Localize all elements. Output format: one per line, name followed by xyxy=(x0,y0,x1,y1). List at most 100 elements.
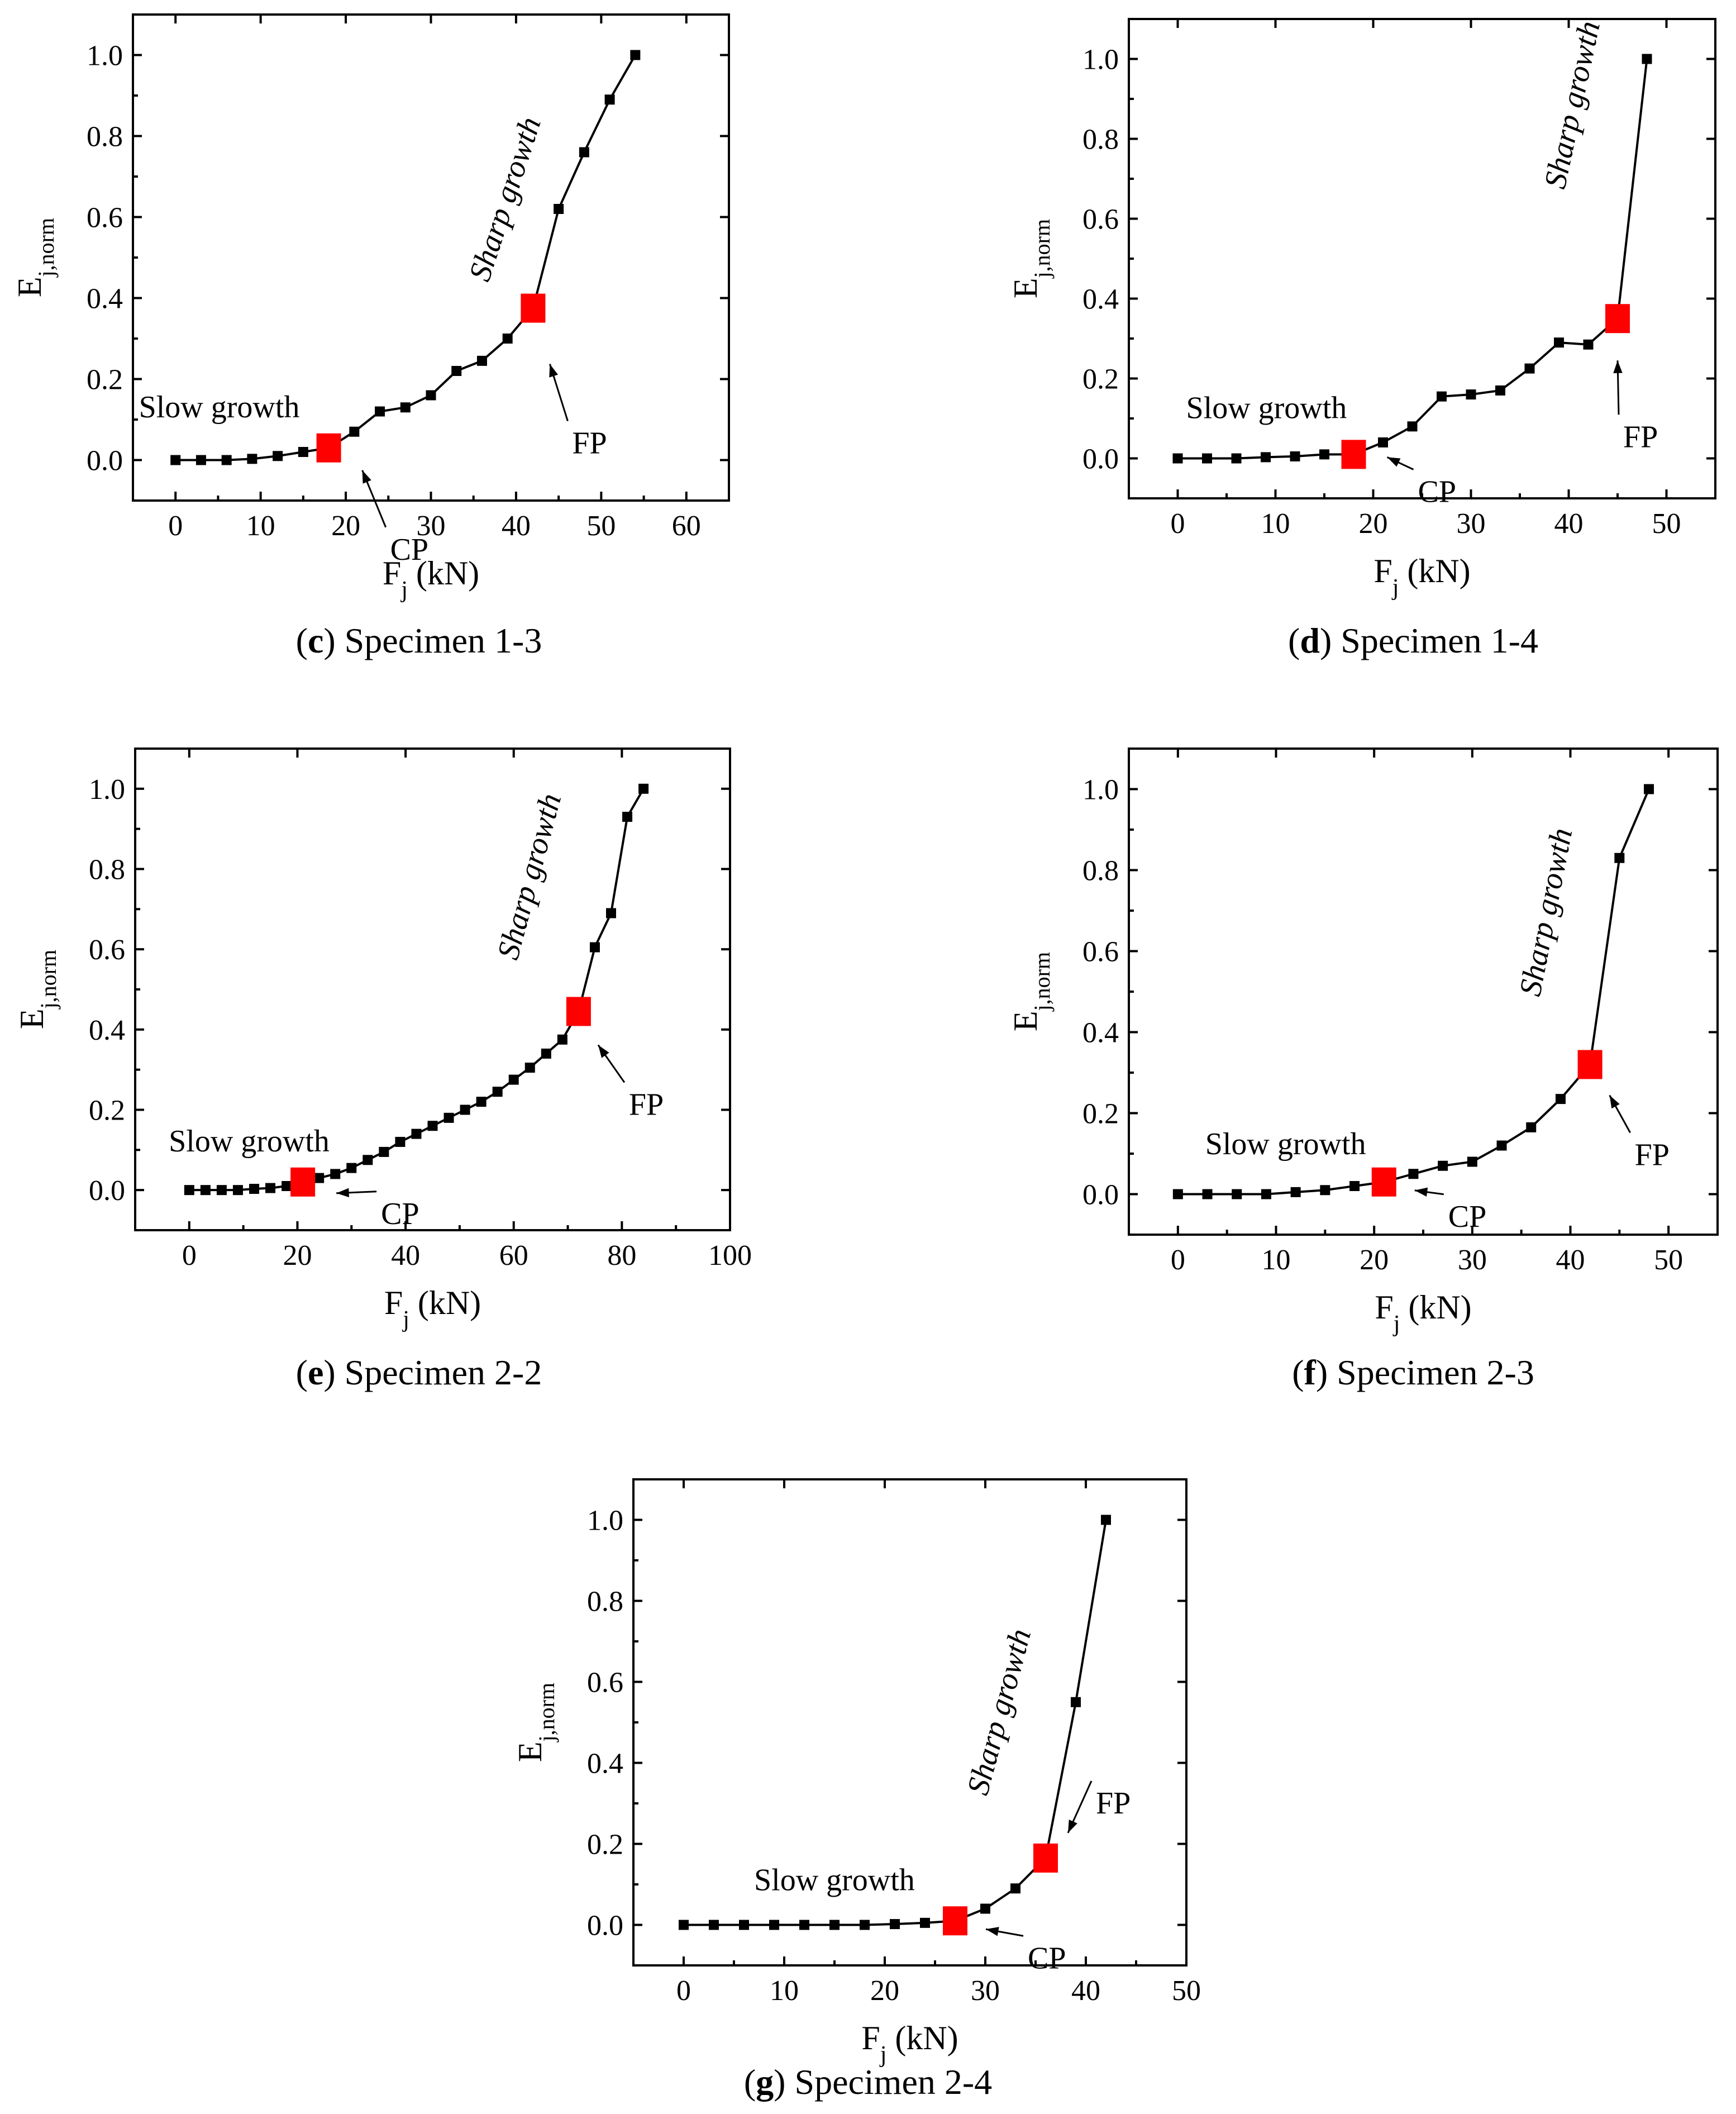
data-point xyxy=(890,1919,900,1930)
data-point xyxy=(589,942,600,953)
x-axis-title-sub: j xyxy=(1391,575,1399,601)
chart-svg-e: 0 20 40 60 80 100 0.0 0.2 0.4 0.6 0.8 1.0 Fj (kN) Ej,… xyxy=(13,747,752,1332)
data-point xyxy=(273,451,283,461)
data-point xyxy=(508,1074,519,1085)
y-axis-title: Ej,norm xyxy=(13,950,61,1029)
chart-svg-f: 0 10 20 30 40 50 0.0 0.2 0.4 0.6 0.8 1.0 Fj (kN) Ej,n… xyxy=(1007,747,1719,1337)
x-axis-title-sub: j xyxy=(1392,1311,1400,1337)
data-point xyxy=(1524,363,1535,374)
y-tick-label: 0.4 xyxy=(89,1015,125,1046)
slow-growth-label: Slow growth xyxy=(754,1863,915,1897)
y-tick-label: 0.0 xyxy=(87,445,123,477)
cp-label: CP xyxy=(1418,474,1457,509)
y-tick-label: 1.0 xyxy=(89,774,125,806)
cp-arrowhead xyxy=(362,470,371,484)
y-tick-label: 1.0 xyxy=(1082,44,1119,76)
x-tick-label: 40 xyxy=(1071,1975,1100,2007)
data-point xyxy=(492,1087,503,1097)
data-point xyxy=(1101,1515,1111,1525)
x-axis-title-unit: (kN) xyxy=(886,2020,958,2056)
caption-e: (e) Specimen 2-2 xyxy=(295,1353,542,1392)
x-axis-title: Fj (kN) xyxy=(383,555,479,603)
data-point xyxy=(739,1920,749,1930)
cp-marker xyxy=(943,1906,967,1936)
data-point xyxy=(1172,453,1183,464)
x-axis-title-main: F xyxy=(1375,1289,1393,1326)
data-point xyxy=(395,1136,406,1147)
chart-panel-f: 0 10 20 30 40 50 0.0 0.2 0.4 0.6 0.8 1.0 Fj (kN) Ej,n… xyxy=(1007,747,1719,1337)
data-point xyxy=(1555,1094,1566,1104)
x-axis-title: Fj (kN) xyxy=(1373,553,1470,601)
data-point xyxy=(1202,453,1212,464)
data-point xyxy=(1071,1697,1081,1707)
y-tick-label: 1.0 xyxy=(1082,774,1119,806)
data-point xyxy=(330,1169,341,1179)
fp-label: FP xyxy=(1623,420,1658,454)
y-tick-label: 0.8 xyxy=(1082,124,1119,156)
x-tick-label: 50 xyxy=(586,510,616,542)
data-point xyxy=(1319,449,1329,460)
data-point xyxy=(375,406,385,417)
y-axis-title-main: E xyxy=(512,1741,549,1762)
slow-growth-label: Slow growth xyxy=(1205,1127,1366,1161)
data-point xyxy=(200,1185,211,1196)
cp-arrowhead xyxy=(986,1927,999,1936)
data-point xyxy=(476,355,487,366)
y-tick-label: 1.0 xyxy=(87,40,123,72)
y-tick-label: 0.8 xyxy=(87,121,123,153)
data-point xyxy=(860,1920,870,1930)
caption-g: (g) Specimen 2-4 xyxy=(743,2062,993,2102)
fp-label: FP xyxy=(572,426,607,461)
y-axis-title-sub: j,norm xyxy=(1029,952,1055,1012)
x-axis-title-unit: (kN) xyxy=(1399,553,1470,589)
x-tick-label: 0 xyxy=(182,1240,197,1272)
data-point xyxy=(1261,452,1271,463)
y-tick-label: 0.6 xyxy=(1082,936,1119,968)
y-tick-label: 0.0 xyxy=(89,1175,125,1207)
data-point xyxy=(195,455,206,465)
fp-marker xyxy=(1033,1843,1058,1873)
y-tick-label: 0.2 xyxy=(1082,1098,1119,1130)
y-tick-label: 0.4 xyxy=(87,283,123,315)
cp-marker xyxy=(1371,1167,1396,1197)
data-point xyxy=(265,1183,276,1193)
x-tick-label: 10 xyxy=(1261,508,1290,540)
y-tick-label: 0.4 xyxy=(587,1748,623,1780)
data-point xyxy=(980,1903,990,1914)
x-tick-label: 50 xyxy=(1654,1244,1683,1276)
data-point xyxy=(221,455,232,465)
chart-panel-d: 0 10 20 30 40 50 0.0 0.2 0.4 0.6 0.8 1.0 Fj (kN) Ej,n… xyxy=(0,0,1736,698)
data-point xyxy=(282,1180,292,1191)
data-point xyxy=(541,1048,551,1059)
x-tick-label: 60 xyxy=(499,1240,528,1272)
data-point xyxy=(604,94,615,105)
data-point xyxy=(298,447,308,457)
y-tick-label: 0.6 xyxy=(87,202,123,234)
data-point xyxy=(249,1184,259,1194)
x-tick-label: 40 xyxy=(1556,1244,1585,1276)
y-axis-title-main: E xyxy=(1007,278,1044,298)
cp-arrowhead xyxy=(336,1188,350,1198)
y-tick-label: 0.2 xyxy=(89,1095,125,1127)
slow-growth-label: Slow growth xyxy=(139,390,300,425)
x-tick-label: 0 xyxy=(168,510,183,542)
data-point xyxy=(1495,385,1505,396)
data-point xyxy=(579,147,589,158)
data-point xyxy=(829,1920,840,1930)
x-tick-label: 10 xyxy=(770,1975,799,2007)
data-point xyxy=(1010,1883,1020,1894)
x-axis-title-main: F xyxy=(1373,553,1392,589)
fp-arrowhead xyxy=(1068,1819,1077,1833)
cp-label: CP xyxy=(390,532,429,567)
x-tick-label: 20 xyxy=(1360,1244,1389,1276)
cp-label: CP xyxy=(381,1197,419,1231)
data-point xyxy=(502,334,513,344)
data-point xyxy=(1290,1187,1301,1197)
x-tick-label: 30 xyxy=(417,510,446,542)
data-point xyxy=(346,1163,357,1173)
cp-arrowhead xyxy=(1414,1187,1428,1197)
y-axis-title-main: E xyxy=(11,277,48,297)
data-point xyxy=(1407,421,1418,432)
x-tick-label: 0 xyxy=(1171,1244,1185,1276)
x-tick-label: 80 xyxy=(607,1240,636,1272)
